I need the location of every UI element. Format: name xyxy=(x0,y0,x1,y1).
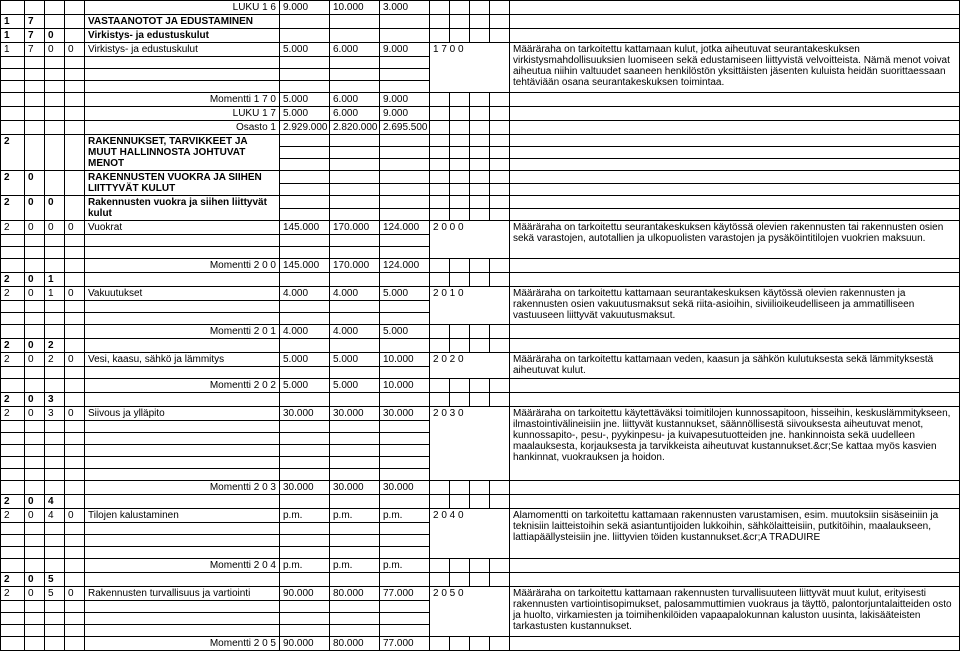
title: Virkistys- ja edustuskulut xyxy=(85,29,280,43)
row-momentti-201: Momentti 2 0 1 4.000 4.000 5.000 xyxy=(1,325,960,339)
title: VASTAANOTOT JA EDUSTAMINEN xyxy=(85,15,280,29)
row-section-20: 2 0 RAKENNUSTEN VUOKRA JA SIIHEN LIITTYV… xyxy=(1,171,960,184)
row-2020: 2 0 2 0 Vesi, kaasu, sähkö ja lämmitys 5… xyxy=(1,353,960,367)
title: Virkistys- ja edustuskulut xyxy=(85,43,280,57)
v1: 9.000 xyxy=(280,1,330,15)
v1: 5.000 xyxy=(280,43,330,57)
code: 1 7 0 0 xyxy=(430,43,510,93)
row-2030: 2 0 3 0 Siivous ja ylläpito 30.000 30.00… xyxy=(1,407,960,421)
row-section-17: 1 7 VASTAANOTOT JA EDUSTAMINEN xyxy=(1,15,960,29)
row-201: 2 0 1 xyxy=(1,273,960,287)
row-momentti-205: Momentti 2 0 5 90.000 80.000 77.000 xyxy=(1,637,960,651)
v3: 9.000 xyxy=(380,43,430,57)
row-section-2: 2 RAKENNUKSET, TARVIKKEET JA MUUT HALLIN… xyxy=(1,135,960,147)
row-2010: 2 0 1 0 Vakuutukset 4.000 4.000 5.000 2 … xyxy=(1,287,960,301)
row-luku16: LUKU 1 6 9.000 10.000 3.000 xyxy=(1,1,960,15)
budget-table: LUKU 1 6 9.000 10.000 3.000 1 7 VASTAANO… xyxy=(0,0,960,651)
row-2050: 2 0 5 0 Rakennusten turvallisuus ja vart… xyxy=(1,587,960,601)
row-luku17: LUKU 1 7 5.000 6.000 9.000 xyxy=(1,107,960,121)
label: LUKU 1 6 xyxy=(85,1,280,15)
row-202: 2 0 2 xyxy=(1,339,960,353)
row-203: 2 0 3 xyxy=(1,393,960,407)
row-momentti-204: Momentti 2 0 4 p.m. p.m. p.m. xyxy=(1,559,960,573)
row-2040: 2 0 4 0 Tilojen kalustaminen p.m. p.m. p… xyxy=(1,509,960,523)
v2: 10.000 xyxy=(330,1,380,15)
v2: 6.000 xyxy=(330,43,380,57)
v3: 3.000 xyxy=(380,1,430,15)
row-osasto1: Osasto 1 2.929.000 2.820.000 2.695.500 xyxy=(1,121,960,135)
row-section-200: 2 0 0 Rakennusten vuokra ja siihen liitt… xyxy=(1,196,960,209)
row-momentti-170: Momentti 1 7 0 5.000 6.000 9.000 xyxy=(1,93,960,107)
row-momentti-202: Momentti 2 0 2 5.000 5.000 10.000 xyxy=(1,379,960,393)
row-momentti-200: Momentti 2 0 0 145.000 170.000 124.000 xyxy=(1,259,960,273)
desc: Määräraha on tarkoitettu kattamaan kulut… xyxy=(510,43,960,93)
row-momentti-203: Momentti 2 0 3 30.000 30.000 30.000 xyxy=(1,481,960,495)
row-1700: 1 7 0 0 Virkistys- ja edustuskulut 5.000… xyxy=(1,43,960,57)
row-205: 2 0 5 xyxy=(1,573,960,587)
row-2000: 2 0 0 0 Vuokrat 145.000 170.000 124.000 … xyxy=(1,221,960,235)
row-section-170: 1 7 0 Virkistys- ja edustuskulut xyxy=(1,29,960,43)
row-204: 2 0 4 xyxy=(1,495,960,509)
